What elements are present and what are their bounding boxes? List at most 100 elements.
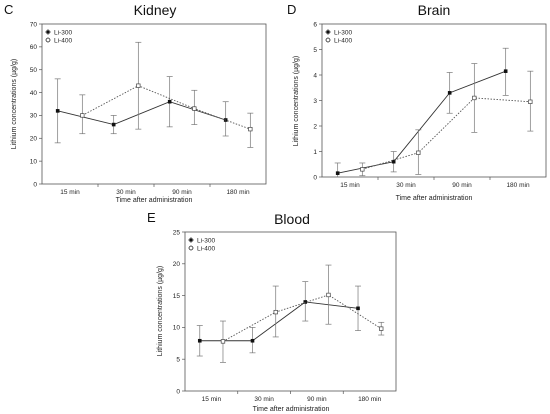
chart-title: Brain <box>418 2 451 18</box>
data-point <box>379 326 384 331</box>
y-tick-label: 2 <box>313 123 317 130</box>
legend-label: Li-400 <box>197 245 215 252</box>
data-point <box>303 300 308 304</box>
y-tick-label: 0 <box>33 181 37 188</box>
series-line <box>199 301 359 342</box>
series-line <box>362 97 531 170</box>
y-tick-label: 5 <box>313 47 317 54</box>
x-tick-label: 30 min <box>116 189 136 196</box>
series-li-300 <box>334 47 509 178</box>
legend-marker <box>189 238 193 242</box>
x-tick-label: 90 min <box>452 182 472 189</box>
legend-marker <box>189 246 193 250</box>
x-axis-label: Time after administration <box>116 197 193 204</box>
series-li-400 <box>219 264 385 363</box>
data-point <box>360 167 365 172</box>
plot-frame <box>41 23 267 185</box>
chart-panel-c: C Kidney 0 10 20 30 40 50 60 70 15 min 30 min 90 min… <box>4 2 267 204</box>
panel-letter: C <box>4 2 13 17</box>
series-line <box>222 294 382 342</box>
data-point <box>220 339 226 344</box>
y-tick-label: 20 <box>173 261 181 268</box>
y-tick-label: 5 <box>176 357 180 364</box>
series-li-400 <box>359 63 534 177</box>
y-tick-label: 30 <box>30 113 38 120</box>
data-point <box>391 159 396 164</box>
data-point <box>416 150 421 155</box>
y-tick-label: 10 <box>30 158 38 165</box>
y-tick-label: 60 <box>30 44 38 51</box>
chart-panel-e: E Blood 0 5 10 15 20 25 15 min 30 min 90 min 180 mi… <box>147 210 397 413</box>
chart-title: Kidney <box>134 2 177 18</box>
data-point <box>197 338 202 343</box>
panel-letter: D <box>287 2 296 17</box>
x-tick-label: 180 min <box>358 396 382 403</box>
legend-marker <box>46 30 50 34</box>
data-point <box>167 99 172 104</box>
legend-label: Li-400 <box>334 37 352 44</box>
legend-marker <box>46 38 50 42</box>
x-tick-label: 90 min <box>307 396 327 403</box>
panel-letter: E <box>147 210 156 225</box>
legend-marker <box>326 30 330 34</box>
data-point <box>80 113 85 118</box>
y-tick-label: 40 <box>30 90 38 97</box>
data-point <box>248 126 253 132</box>
x-tick-label: 180 min <box>226 189 250 196</box>
chart-title: Blood <box>274 211 310 227</box>
data-point <box>55 109 60 113</box>
y-tick-label: 3 <box>313 98 317 105</box>
y-tick-label: 70 <box>30 21 38 28</box>
legend-label: Li-300 <box>334 29 352 36</box>
data-point <box>528 99 533 104</box>
y-axis-label: Lithium concentrations (µg/g) <box>293 56 300 146</box>
data-point <box>356 306 360 311</box>
y-axis-label: Lithium concentrations (µg/g) <box>11 59 18 149</box>
x-axis-label: Time after administration <box>253 406 330 413</box>
series-line <box>57 101 226 126</box>
x-tick-label: 30 min <box>254 396 274 403</box>
data-point <box>192 106 197 111</box>
y-tick-label: 0 <box>313 174 317 181</box>
y-tick-label: 6 <box>313 21 317 28</box>
series-li-300 <box>196 281 362 357</box>
data-point <box>503 69 508 73</box>
data-point <box>273 309 278 315</box>
y-tick-label: 0 <box>176 388 180 395</box>
series-line <box>337 70 506 174</box>
x-tick-label: 30 min <box>396 182 416 189</box>
data-point <box>136 83 141 88</box>
y-tick-label: 50 <box>30 67 38 74</box>
x-axis-label: Time after administration <box>396 195 473 202</box>
legend-marker <box>326 38 330 42</box>
legend-label: Li-400 <box>54 37 72 44</box>
series-li-300 <box>54 76 229 144</box>
data-point <box>335 171 340 175</box>
y-tick-label: 1 <box>313 149 317 156</box>
y-tick-label: 25 <box>173 229 181 236</box>
data-point <box>447 91 452 95</box>
data-point <box>111 122 116 127</box>
legend-label: Li-300 <box>197 237 215 244</box>
x-tick-label: 180 min <box>506 182 530 189</box>
y-tick-label: 15 <box>173 293 181 300</box>
chart-panel-d: D Brain 0 1 2 3 4 5 6 15 min 30 min 90 min 180 min Ti… <box>287 2 547 202</box>
plot-frame <box>184 231 397 392</box>
y-tick-label: 20 <box>30 136 38 143</box>
series-line <box>82 85 251 130</box>
x-tick-label: 15 min <box>202 396 222 403</box>
x-tick-label: 15 min <box>340 182 360 189</box>
data-point <box>250 338 255 343</box>
y-tick-label: 10 <box>173 325 181 332</box>
x-tick-label: 90 min <box>172 189 192 196</box>
y-tick-label: 4 <box>313 72 317 79</box>
x-tick-label: 15 min <box>60 189 80 196</box>
y-axis-label: Lithium concentrations (µg/g) <box>157 266 164 356</box>
data-point <box>472 95 477 101</box>
legend-label: Li-300 <box>54 29 72 36</box>
data-point <box>326 292 331 298</box>
